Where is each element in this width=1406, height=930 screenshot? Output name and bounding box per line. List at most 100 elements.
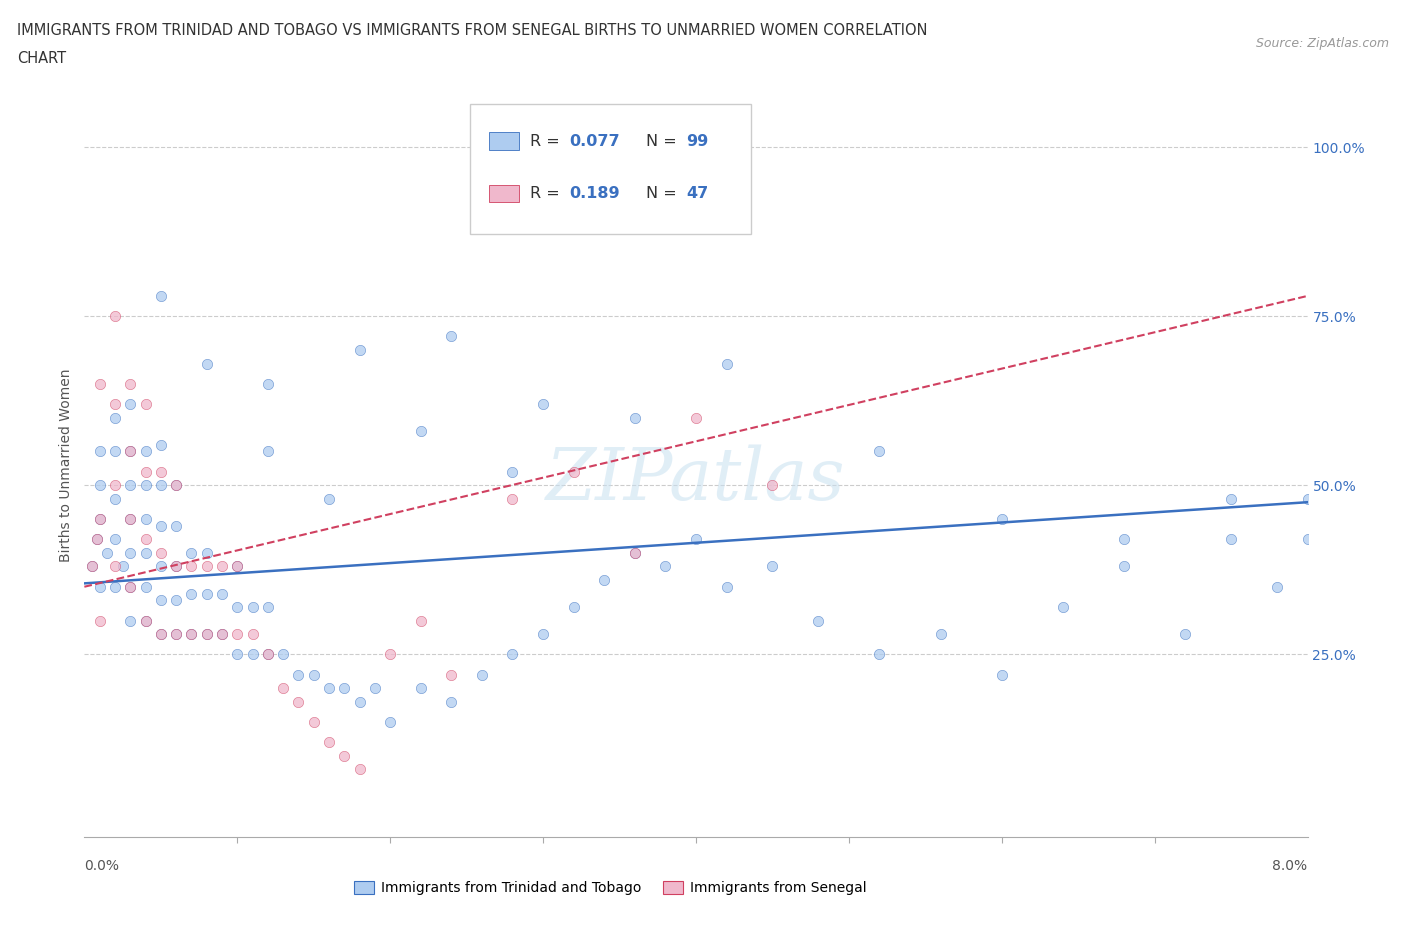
Point — [135, 464, 157, 479]
Text: R =: R = — [530, 186, 564, 201]
Point — [624, 546, 647, 561]
Text: R =: R = — [530, 134, 564, 149]
Point — [120, 579, 142, 594]
Point — [333, 749, 356, 764]
Point — [89, 478, 111, 493]
Point — [257, 647, 280, 662]
Point — [1296, 491, 1319, 506]
Point — [149, 518, 172, 533]
Point — [1296, 532, 1319, 547]
Point — [120, 512, 142, 526]
Point — [165, 559, 187, 574]
Point — [180, 546, 202, 561]
Point — [242, 600, 264, 615]
Text: CHART: CHART — [17, 51, 66, 66]
Point — [761, 559, 783, 574]
Point — [86, 532, 108, 547]
Point — [149, 478, 172, 493]
Point — [195, 559, 218, 574]
Point — [104, 491, 127, 506]
Point — [120, 444, 142, 458]
Point — [364, 681, 387, 696]
Text: 0.077: 0.077 — [569, 134, 620, 149]
Point — [165, 478, 187, 493]
Point — [120, 478, 142, 493]
Point — [104, 309, 127, 324]
Point — [195, 627, 218, 642]
Point — [1265, 579, 1288, 594]
Point — [165, 478, 187, 493]
Point — [89, 444, 111, 458]
Point — [226, 627, 249, 642]
Point — [149, 592, 172, 607]
Point — [716, 579, 738, 594]
Point — [104, 579, 127, 594]
Point — [135, 532, 157, 547]
Point — [195, 356, 218, 371]
Point — [89, 377, 111, 392]
Point — [120, 397, 142, 412]
Point — [211, 627, 233, 642]
Point — [990, 667, 1012, 682]
Point — [180, 627, 202, 642]
Point — [302, 667, 325, 682]
Point — [257, 444, 280, 458]
Point — [1114, 532, 1136, 547]
Point — [380, 714, 402, 729]
Point — [242, 627, 264, 642]
Point — [195, 546, 218, 561]
Point — [89, 613, 111, 628]
Point — [562, 600, 585, 615]
Text: 47: 47 — [686, 186, 709, 201]
Point — [165, 592, 187, 607]
Point — [287, 695, 309, 710]
Point — [226, 559, 249, 574]
Point — [271, 647, 294, 662]
Text: 0.189: 0.189 — [569, 186, 620, 201]
Point — [180, 627, 202, 642]
Point — [1052, 600, 1074, 615]
Point — [440, 329, 463, 344]
Point — [135, 444, 157, 458]
Point — [409, 681, 432, 696]
Point — [685, 410, 707, 425]
Text: IMMIGRANTS FROM TRINIDAD AND TOBAGO VS IMMIGRANTS FROM SENEGAL BIRTHS TO UNMARRI: IMMIGRANTS FROM TRINIDAD AND TOBAGO VS I… — [17, 23, 928, 38]
Point — [89, 512, 111, 526]
Point — [501, 464, 523, 479]
Point — [135, 579, 157, 594]
Point — [242, 647, 264, 662]
Point — [471, 667, 494, 682]
Point — [685, 532, 707, 547]
Point — [1220, 532, 1243, 547]
Text: N =: N = — [645, 186, 682, 201]
Point — [869, 647, 891, 662]
Point — [1114, 559, 1136, 574]
Point — [501, 491, 523, 506]
Point — [287, 667, 309, 682]
Point — [165, 559, 187, 574]
FancyBboxPatch shape — [489, 184, 519, 203]
Point — [226, 600, 249, 615]
Point — [89, 512, 111, 526]
Point — [120, 377, 142, 392]
Text: 8.0%: 8.0% — [1272, 859, 1308, 873]
Point — [409, 424, 432, 439]
Point — [120, 512, 142, 526]
Point — [318, 681, 340, 696]
Point — [120, 613, 142, 628]
Point — [349, 342, 371, 357]
Point — [929, 627, 952, 642]
Point — [807, 613, 830, 628]
Text: ZIPatlas: ZIPatlas — [546, 445, 846, 515]
Point — [80, 559, 103, 574]
Point — [195, 586, 218, 601]
Point — [318, 491, 340, 506]
Point — [761, 478, 783, 493]
Point — [120, 579, 142, 594]
Point — [165, 627, 187, 642]
Point — [211, 627, 233, 642]
Point — [135, 546, 157, 561]
Y-axis label: Births to Unmarried Women: Births to Unmarried Women — [59, 368, 73, 562]
Point — [195, 627, 218, 642]
Point — [333, 681, 356, 696]
